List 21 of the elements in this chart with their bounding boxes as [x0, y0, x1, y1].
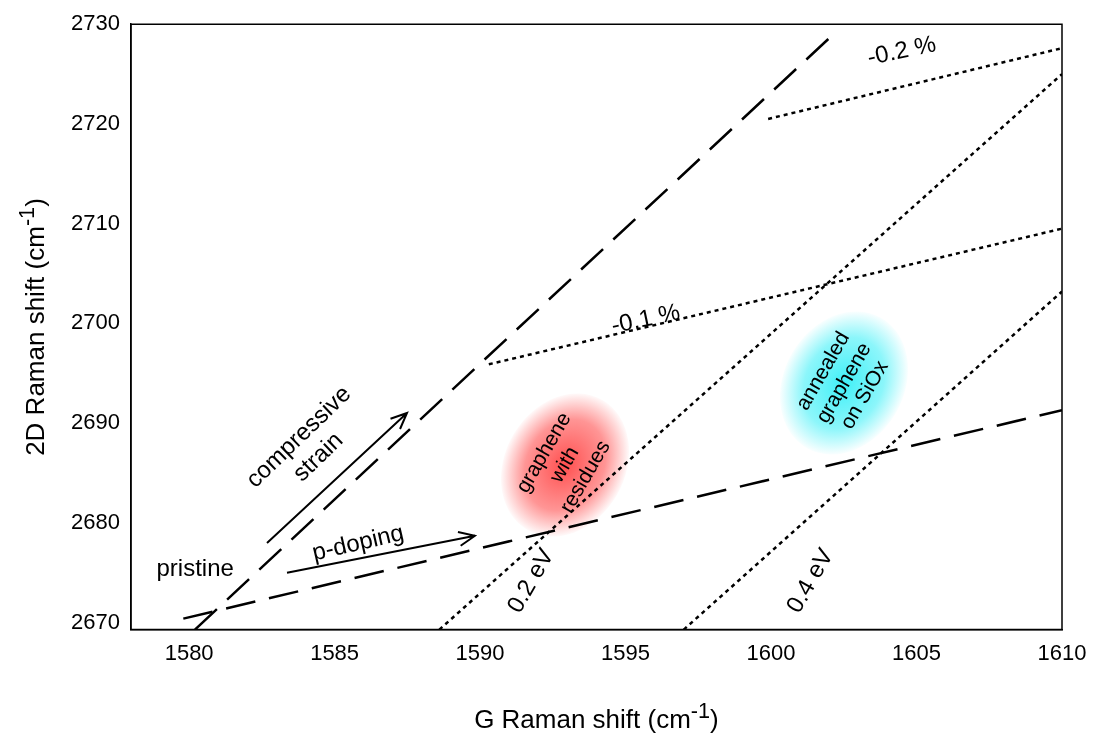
annotation: 0.4 eV — [779, 543, 839, 618]
annotation: -0.2 % — [864, 29, 939, 71]
annotation: -0.1 % — [608, 297, 683, 339]
x-tick-label: 1600 — [746, 639, 796, 665]
annotation: 0.2 eV — [500, 543, 559, 618]
x-tick-label: 1610 — [1037, 639, 1087, 665]
y-tick-label: 2680 — [70, 508, 120, 534]
x-tick-label: 1590 — [455, 639, 505, 665]
x-tick-label: 1605 — [892, 639, 941, 665]
y-tick-label: 2690 — [70, 409, 120, 435]
y-tick-label: 2670 — [70, 608, 120, 634]
x-axis-title: G Raman shift (cm$^{-1}$) — [473, 698, 720, 735]
x-tick-label: 1585 — [310, 639, 360, 665]
y-tick-label: 2720 — [70, 110, 120, 135]
x-tick-label: 1580 — [164, 639, 214, 665]
annotation: pristine — [156, 553, 234, 581]
y-tick-label: 2700 — [70, 309, 120, 335]
x-tick-label: 1595 — [601, 639, 651, 665]
y-tick-label: 2730 — [70, 10, 120, 36]
y-tick-label: 2710 — [70, 209, 120, 235]
annotation: p-doping — [309, 518, 407, 566]
